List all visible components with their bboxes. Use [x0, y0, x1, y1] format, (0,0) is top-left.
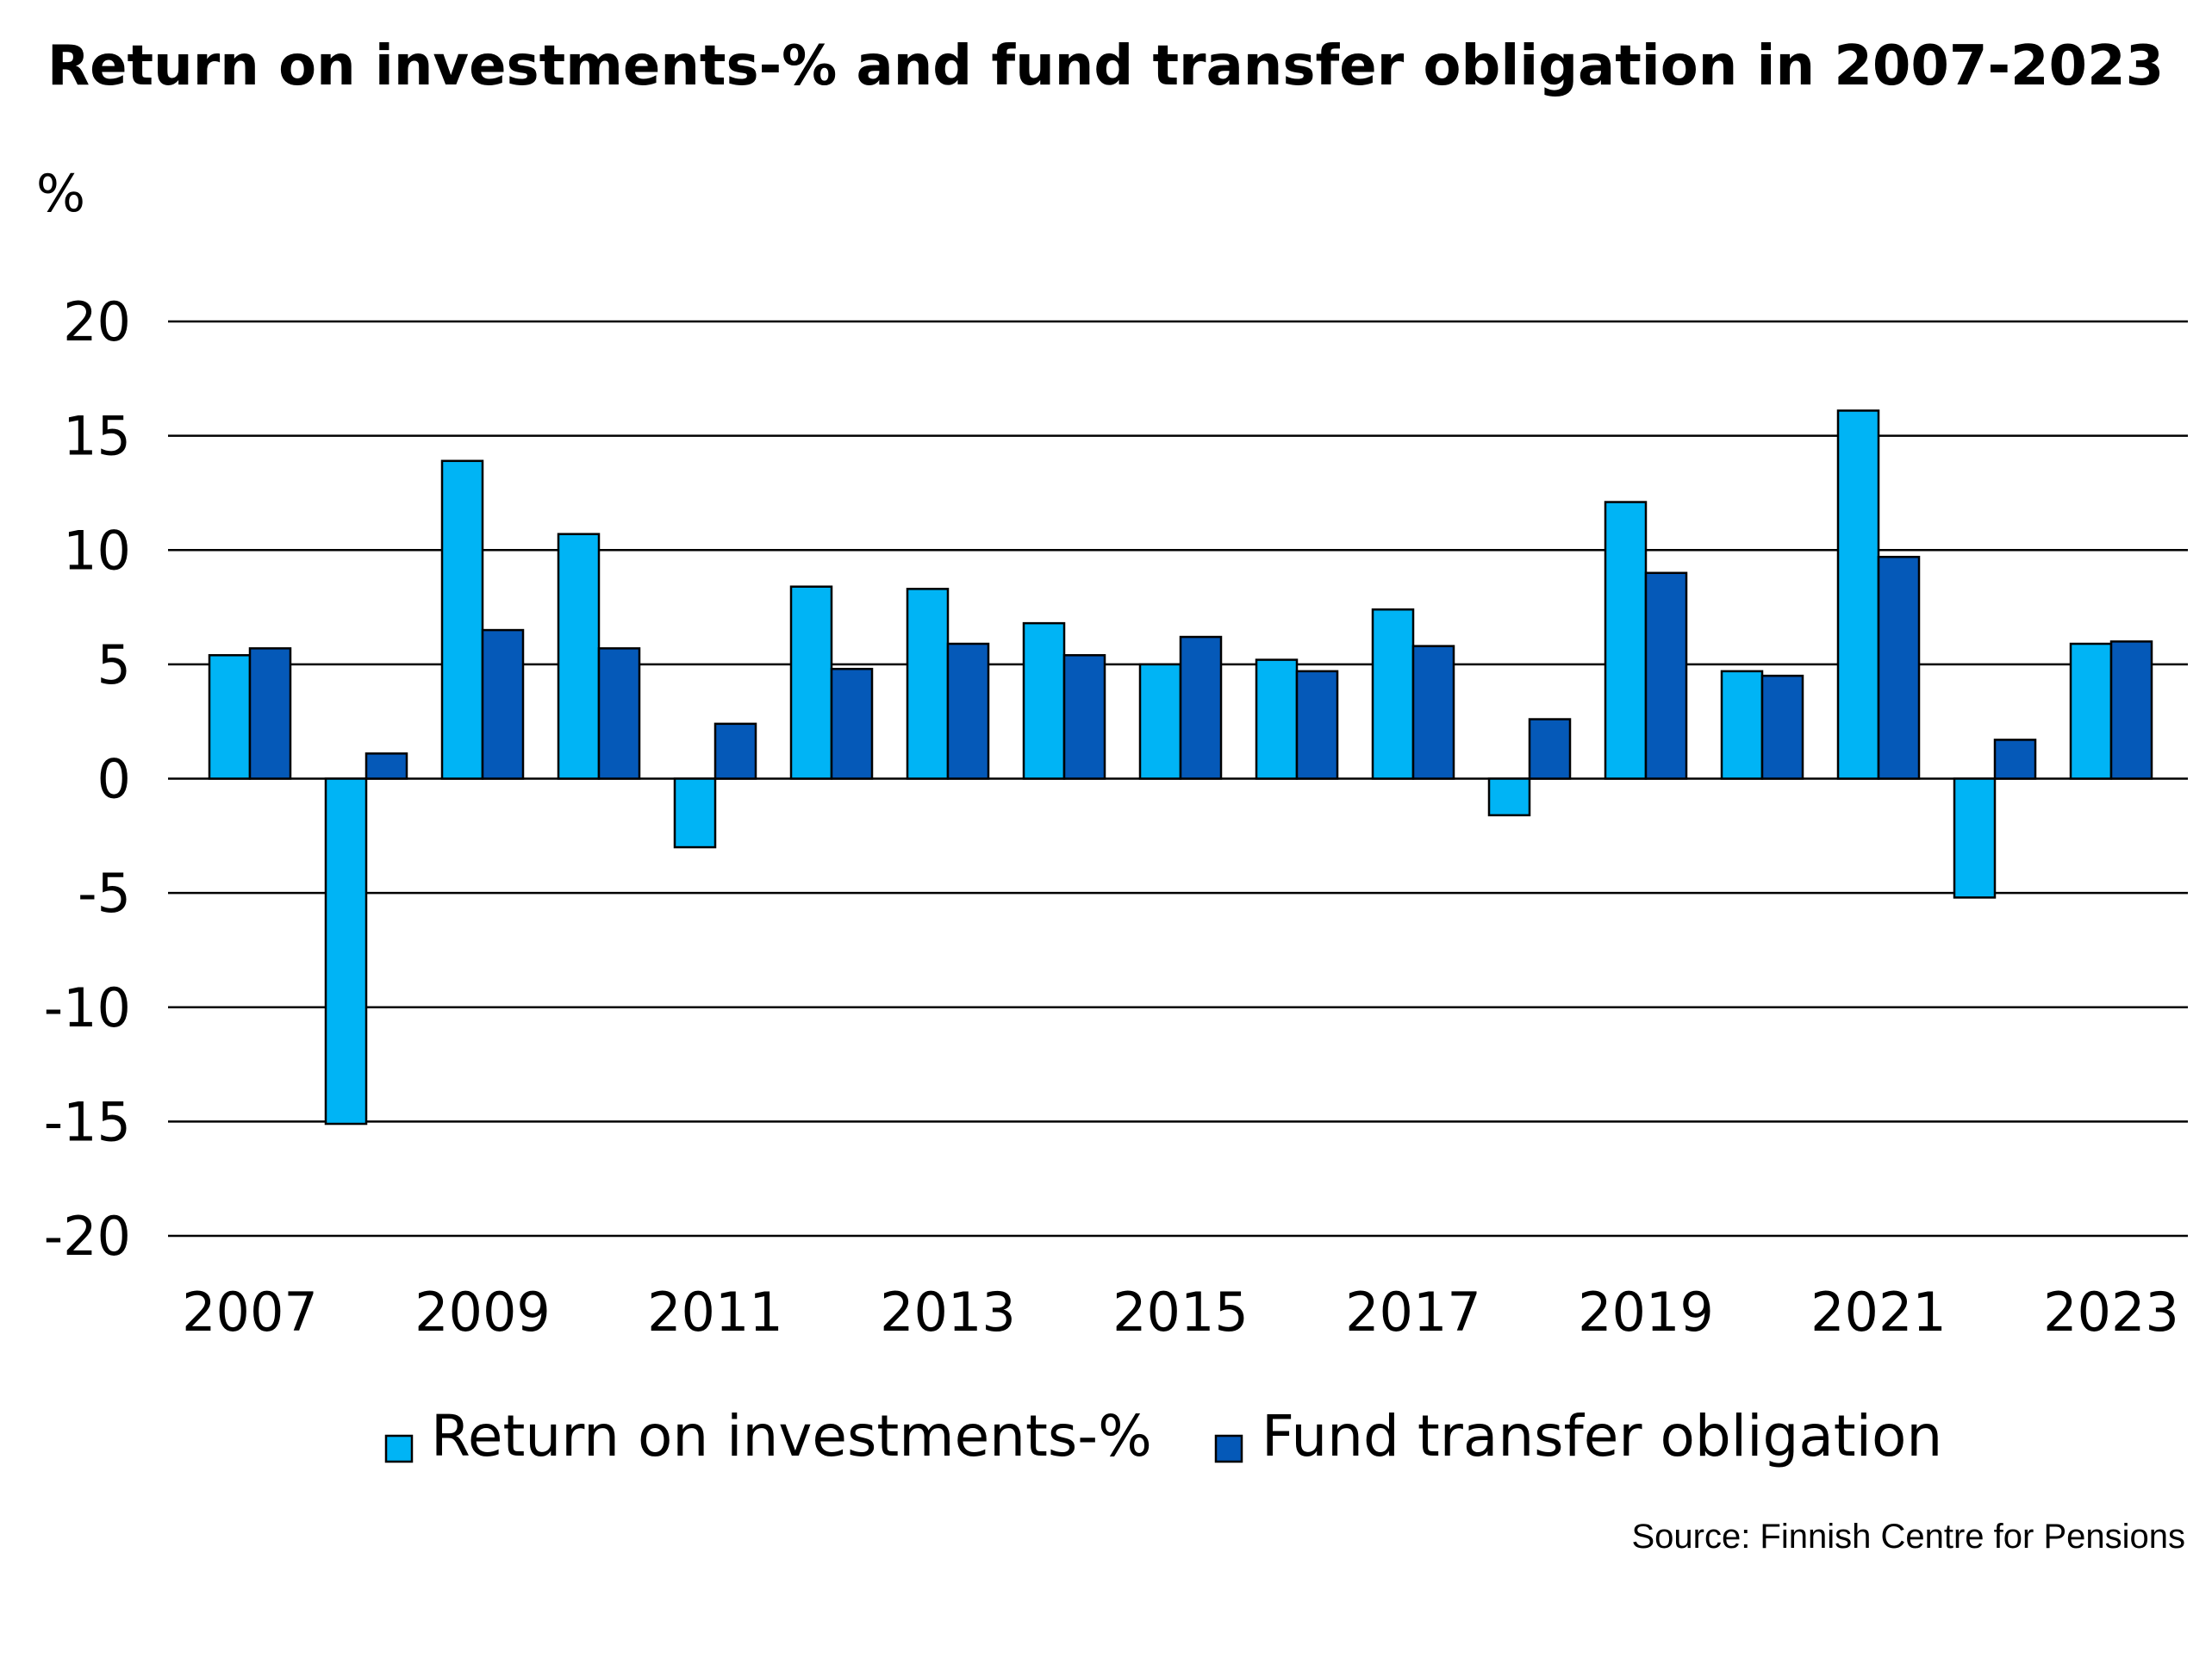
bar-fund-transfer-2019	[1644, 571, 1688, 780]
bar-return-2018	[1487, 777, 1531, 817]
chart-title: Return on investments-% and fund transfe…	[47, 34, 2164, 98]
bar-return-2023	[2069, 642, 2113, 780]
bar-return-2019	[1604, 501, 1648, 780]
legend-label-fund-transfer: Fund transfer obligation	[1262, 1403, 1942, 1469]
legend-label-return: Return on investments-%	[431, 1403, 1152, 1469]
y-tick-label: -20	[44, 1205, 131, 1268]
bar-return-2020	[1720, 670, 1764, 780]
bar-return-2015	[1138, 663, 1182, 780]
bar-fund-transfer-2020	[1760, 674, 1804, 780]
bar-fund-transfer-2012	[830, 667, 874, 780]
bar-return-2021	[1836, 409, 1880, 780]
bar-fund-transfer-2016	[1295, 670, 1339, 780]
bar-return-2011	[673, 777, 717, 849]
x-tick-label: 2015	[1112, 1281, 1249, 1344]
bar-fund-transfer-2015	[1179, 635, 1223, 780]
x-tick-label: 2019	[1578, 1281, 1714, 1344]
bar-fund-transfer-2010	[597, 647, 641, 780]
bar-fund-transfer-2009	[481, 628, 525, 780]
legend-swatch-fund-transfer	[1214, 1434, 1243, 1463]
bar-return-2014	[1022, 621, 1066, 780]
bar-return-2017	[1371, 608, 1415, 780]
x-tick-label: 2021	[1810, 1281, 1947, 1344]
y-axis-ticks: 20 15 10 5 0 -5 -10 -15 -20	[44, 290, 131, 1268]
bar-return-2008	[324, 777, 368, 1126]
y-tick-label: 10	[63, 519, 131, 582]
bar-return-2013	[906, 588, 950, 780]
bar-return-2009	[440, 459, 484, 780]
x-axis-ticks: 2007 2009 2011 2013 2015 2017 2019 2021 2023	[182, 1281, 2179, 1344]
y-tick-label: -15	[44, 1090, 131, 1153]
bar-fund-transfer-2014	[1062, 654, 1106, 780]
bars	[208, 409, 2153, 1126]
bar-return-2007	[208, 654, 252, 780]
y-tick-label: 0	[97, 748, 131, 811]
bar-return-2010	[557, 533, 601, 780]
y-tick-label: 15	[63, 405, 131, 468]
bar-fund-transfer-2021	[1877, 555, 1921, 780]
bar-fund-transfer-2023	[2109, 640, 2153, 780]
legend: Return on investments-% Fund transfer ob…	[384, 1403, 1942, 1469]
y-axis-unit-label: %	[36, 164, 85, 224]
bar-fund-transfer-2022	[1993, 739, 2037, 780]
y-tick-label: 5	[97, 633, 131, 696]
bar-return-2022	[1953, 777, 1997, 899]
bar-fund-transfer-2008	[365, 752, 408, 780]
bar-fund-transfer-2018	[1528, 718, 1572, 780]
x-tick-label: 2023	[2043, 1281, 2179, 1344]
bar-fund-transfer-2011	[713, 722, 757, 780]
x-tick-label: 2009	[414, 1281, 551, 1344]
y-tick-label: 20	[63, 290, 131, 353]
y-tick-label: -5	[78, 862, 131, 925]
y-tick-label: -10	[44, 976, 131, 1039]
x-tick-label: 2007	[182, 1281, 318, 1344]
x-tick-label: 2017	[1345, 1281, 1481, 1344]
x-tick-label: 2013	[880, 1281, 1016, 1344]
source-note: Source: Finnish Centre for Pensions	[1631, 1518, 2185, 1556]
bar-return-2012	[789, 585, 833, 780]
bar-return-2016	[1255, 658, 1299, 780]
legend-swatch-return	[384, 1434, 414, 1463]
bar-fund-transfer-2007	[248, 647, 292, 780]
bar-fund-transfer-2013	[946, 642, 990, 780]
x-tick-label: 2011	[647, 1281, 783, 1344]
bar-fund-transfer-2017	[1411, 645, 1455, 780]
